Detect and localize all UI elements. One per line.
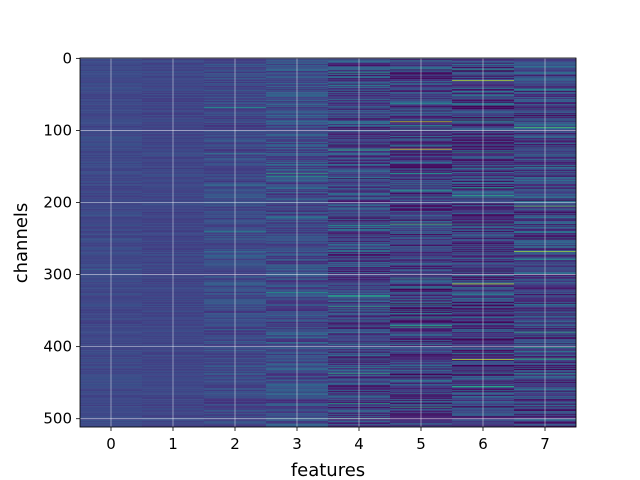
x-tick-label: 1 [168,435,178,453]
y-tick-label: 500 [43,410,72,428]
y-axis-label: channels [11,203,32,284]
grid-lines [80,57,576,427]
y-tick-label: 300 [43,266,72,284]
x-axis-label: features [291,460,365,480]
x-tick-label: 7 [540,435,550,453]
x-tick-label: 2 [230,435,240,453]
x-axis-ticks: 0 1 2 3 4 5 6 7 [106,427,550,453]
x-tick-label: 0 [106,435,116,453]
y-tick-label: 200 [43,194,72,212]
x-tick-label: 5 [416,435,426,453]
y-tick-label: 100 [43,121,72,139]
x-tick-label: 6 [478,435,488,453]
x-tick-label: 3 [292,435,302,453]
x-tick-label: 4 [354,435,364,453]
plot-frame [79,57,577,428]
y-axis-ticks: 0 100 200 300 400 500 [43,49,80,428]
y-tick-label: 0 [62,49,72,67]
y-tick-label: 400 [43,338,72,356]
heatmap-cells [80,58,577,428]
